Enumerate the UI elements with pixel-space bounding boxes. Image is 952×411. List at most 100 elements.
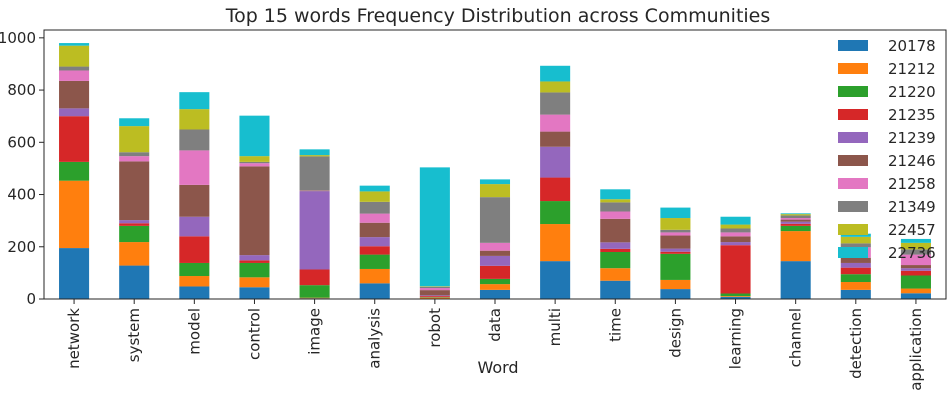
bar-application-21258	[900, 254, 931, 266]
x-tick-label-control: control	[245, 308, 263, 360]
bar-image-21246	[299, 190, 330, 192]
bar-data-21239	[479, 255, 511, 266]
bar-system-21258	[119, 156, 150, 162]
x-tick-label-design: design	[666, 308, 684, 358]
bar-multi-21212	[540, 224, 571, 262]
bar-analysis-21212	[359, 268, 390, 284]
bar-channel-21349	[780, 215, 811, 219]
x-tick-label-detection: detection	[847, 308, 865, 379]
legend-swatch-21246	[838, 155, 868, 166]
bar-model-22736	[179, 92, 210, 110]
bar-analysis-22457	[359, 191, 390, 202]
bar-model-21246	[179, 184, 210, 217]
legend-swatch-22457	[838, 224, 868, 235]
bar-design-21349	[660, 229, 691, 233]
legend-swatch-21212	[838, 63, 868, 74]
bar-analysis-22736	[359, 185, 390, 192]
bar-detection-22457	[840, 236, 871, 244]
bar-learning-21235	[720, 245, 751, 294]
bar-learning-21212	[720, 296, 751, 297]
bar-channel-21212	[780, 231, 811, 262]
bar-system-21235	[119, 223, 150, 226]
legend: 20178 21212 21220 21235 21239 21246 21258 21349…	[838, 37, 936, 262]
bar-image-21220	[299, 285, 330, 298]
bar-control-22736	[239, 115, 270, 157]
bar-detection-21235	[840, 267, 871, 275]
legend-label-21349: 21349	[888, 198, 936, 216]
x-tick-label-multi: multi	[546, 308, 564, 346]
bar-multi-21220	[540, 201, 571, 225]
x-axis-label: Word	[477, 358, 518, 377]
bar-design-21239	[660, 248, 691, 252]
legend-swatch-21239	[838, 132, 868, 143]
legend-label-22736: 22736	[888, 244, 936, 262]
bar-design-22457	[660, 218, 691, 230]
legend-label-21235: 21235	[888, 106, 936, 124]
bar-data-22736	[479, 179, 511, 185]
bar-robot-21212	[419, 297, 450, 299]
bar-data-21220	[479, 278, 511, 285]
bar-application-21235	[900, 270, 931, 276]
legend-label-21239: 21239	[888, 129, 936, 147]
bar-application-21246	[900, 265, 931, 269]
bar-robot-22457	[419, 286, 450, 287]
bar-control-21239	[239, 255, 270, 261]
y-tick-label: 800	[7, 81, 36, 99]
bar-model-21239	[179, 216, 210, 237]
bar-design-21235	[660, 251, 691, 254]
bar-model-21212	[179, 276, 210, 287]
bar-learning-21349	[720, 228, 751, 233]
bar-network-21239	[59, 108, 90, 117]
legend-swatch-21235	[838, 109, 868, 120]
bar-network-20178	[59, 248, 90, 299]
bar-time-21212	[600, 268, 631, 281]
bar-analysis-21239	[359, 237, 390, 247]
bar-design-21258	[660, 232, 691, 236]
y-tick-label: 0	[26, 290, 36, 308]
y-axis: 0 200 400 600 800 1000	[0, 29, 44, 308]
x-tick-label-network: network	[65, 308, 83, 369]
bar-application-20178	[900, 293, 931, 299]
bar-data-20178	[479, 289, 511, 299]
bar-data-21212	[479, 284, 511, 290]
bar-network-21212	[59, 180, 90, 249]
bar-control-21349	[239, 161, 270, 164]
bar-robot-21349	[419, 286, 450, 289]
bar-image-21235	[299, 269, 330, 286]
legend-swatch-22736	[838, 247, 868, 258]
plot-frame	[43, 29, 947, 300]
bar-network-21349	[59, 66, 90, 71]
bar-design-21212	[660, 279, 691, 290]
bar-multi-21246	[540, 131, 571, 147]
x-tick-label-system: system	[125, 308, 143, 362]
legend-swatch-20178	[838, 40, 868, 51]
x-tick-label-analysis: analysis	[366, 308, 384, 369]
bar-learning-22457	[720, 224, 751, 229]
bar-application-22736	[900, 238, 931, 243]
bar-model-21349	[179, 129, 210, 151]
bar-multi-21235	[540, 177, 571, 202]
bar-system-21349	[119, 152, 150, 157]
bar-system-21212	[119, 242, 150, 266]
x-tick-label-robot: robot	[426, 308, 444, 348]
bar-network-21235	[59, 116, 90, 162]
bar-data-22457	[479, 184, 511, 198]
bar-network-21220	[59, 161, 90, 181]
bar-learning-21220	[720, 293, 751, 297]
bar-network-21246	[59, 80, 90, 109]
bar-multi-21349	[540, 92, 571, 115]
x-tick-label-channel: channel	[787, 308, 805, 367]
bar-analysis-21220	[359, 254, 390, 269]
bar-time-21220	[600, 251, 631, 269]
bar-learning-21239	[720, 242, 751, 246]
bar-design-22736	[660, 207, 691, 219]
bar-image-21349	[299, 156, 330, 191]
bar-detection-22736	[840, 233, 871, 237]
bar-control-21246	[239, 166, 270, 256]
legend-label-20178: 20178	[888, 37, 936, 55]
bar-multi-22736	[540, 65, 571, 82]
bar-channel-22736	[780, 213, 811, 215]
y-tick-label: 200	[7, 238, 36, 256]
bar-channel-22457	[780, 214, 811, 216]
